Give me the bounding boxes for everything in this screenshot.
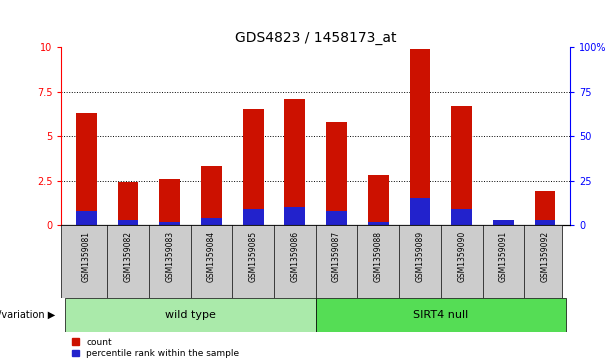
Title: GDS4823 / 1458173_at: GDS4823 / 1458173_at	[235, 31, 397, 45]
Text: GSM1359089: GSM1359089	[416, 231, 424, 282]
Text: GSM1359081: GSM1359081	[82, 231, 91, 282]
Text: GSM1359086: GSM1359086	[291, 231, 299, 282]
Bar	[76, 113, 97, 225]
Bar	[316, 298, 566, 332]
Bar	[243, 209, 264, 225]
Bar	[118, 220, 139, 225]
Text: GSM1359085: GSM1359085	[249, 231, 257, 282]
Bar	[118, 182, 139, 225]
Bar	[284, 99, 305, 225]
Text: GSM1359091: GSM1359091	[499, 231, 508, 282]
Text: GSM1359087: GSM1359087	[332, 231, 341, 282]
Bar	[201, 166, 222, 225]
Bar	[159, 179, 180, 225]
Text: SIRT4 null: SIRT4 null	[413, 310, 468, 320]
Bar	[159, 221, 180, 225]
Bar	[326, 211, 347, 225]
Bar	[201, 218, 222, 225]
Text: GSM1359082: GSM1359082	[124, 231, 132, 282]
Text: GSM1359088: GSM1359088	[374, 231, 383, 282]
Text: genotype/variation ▶: genotype/variation ▶	[0, 310, 55, 320]
Bar	[493, 220, 514, 225]
Bar	[76, 211, 97, 225]
Bar	[451, 209, 472, 225]
Bar	[243, 110, 264, 225]
Bar	[326, 122, 347, 225]
Bar	[535, 191, 555, 225]
Bar	[493, 221, 514, 225]
Bar	[409, 49, 430, 225]
Bar	[368, 175, 389, 225]
Text: GSM1359092: GSM1359092	[541, 231, 550, 282]
Text: GSM1359090: GSM1359090	[457, 231, 466, 282]
Text: GSM1359083: GSM1359083	[166, 231, 174, 282]
Bar	[451, 106, 472, 225]
Legend: count, percentile rank within the sample: count, percentile rank within the sample	[72, 338, 240, 359]
Bar	[66, 298, 316, 332]
Bar	[535, 220, 555, 225]
Bar	[284, 207, 305, 225]
Bar	[409, 198, 430, 225]
Bar	[368, 221, 389, 225]
Text: wild type: wild type	[165, 310, 216, 320]
Text: GSM1359084: GSM1359084	[207, 231, 216, 282]
